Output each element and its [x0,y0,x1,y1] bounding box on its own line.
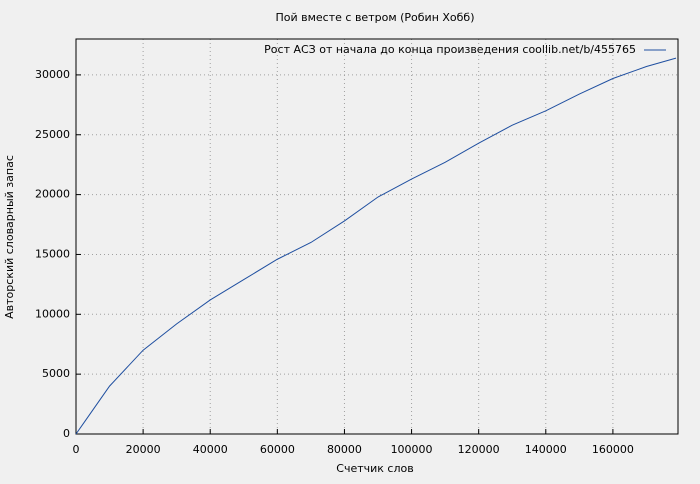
chart-title: Пой вместе с ветром (Робин Хобб) [275,11,474,24]
x-tick-label: 0 [73,443,80,456]
y-tick-label: 30000 [35,68,70,81]
y-tick-label: 5000 [42,367,70,380]
x-tick-label: 40000 [193,443,228,456]
series-line [75,57,677,435]
y-tick-label: 10000 [35,307,70,320]
x-tick-label: 120000 [458,443,500,456]
x-tick-label: 160000 [592,443,634,456]
x-axis-label: Счетчик слов [336,462,413,475]
y-tick-label: 25000 [35,128,70,141]
legend-label: Рост АСЗ от начала до конца произведения… [264,43,636,56]
y-tick-label: 0 [63,427,70,440]
x-tick-label: 20000 [126,443,161,456]
y-tick-label: 15000 [35,247,70,260]
y-axis-label: Авторский словарный запас [3,155,16,319]
x-tick-label: 60000 [260,443,295,456]
y-tick-label: 20000 [35,188,70,201]
plot-frame [75,38,679,435]
x-tick-label: 140000 [525,443,567,456]
x-tick-label: 100000 [391,443,433,456]
x-tick-label: 80000 [327,443,362,456]
